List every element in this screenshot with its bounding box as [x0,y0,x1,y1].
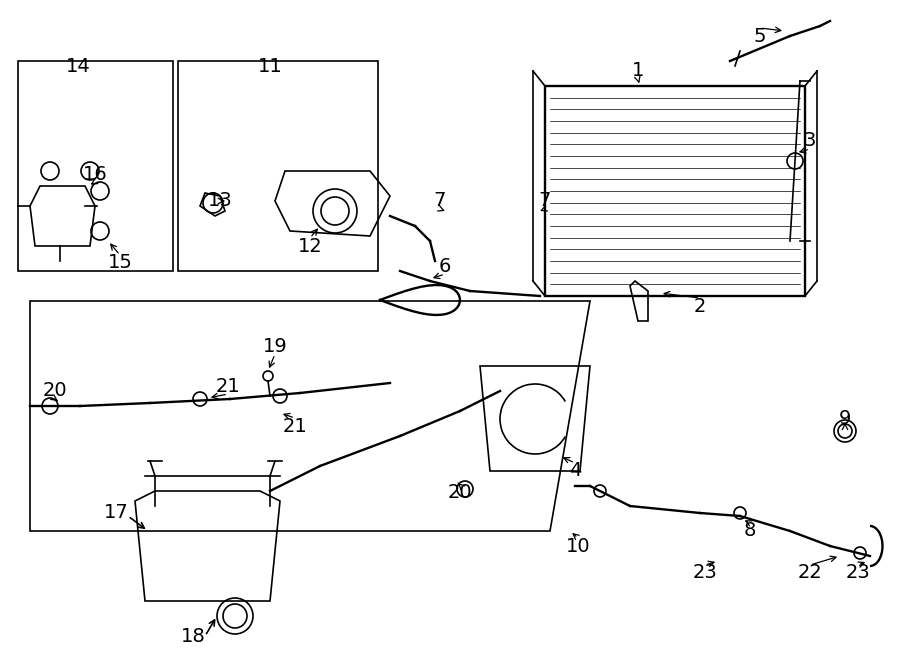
Text: 5: 5 [754,26,766,46]
Text: 17: 17 [104,504,129,522]
Text: 23: 23 [846,563,870,582]
Text: 21: 21 [283,416,308,436]
Text: 9: 9 [839,410,851,428]
Text: 23: 23 [693,563,717,582]
Text: 1: 1 [632,61,644,81]
Bar [18,61,173,271]
Text: 7: 7 [539,192,551,210]
Bar [545,86,805,296]
Text: 2: 2 [694,297,706,315]
Text: 20: 20 [42,381,68,401]
Text: 20: 20 [447,483,473,502]
Text: 18: 18 [181,627,205,646]
Text: 13: 13 [208,192,232,210]
Text: 19: 19 [263,336,287,356]
Text: 10: 10 [566,537,590,555]
Text: 21: 21 [216,377,240,395]
Text: 22: 22 [797,563,823,582]
Text: 8: 8 [743,522,756,541]
Text: 7: 7 [434,192,446,210]
Text: 14: 14 [66,56,90,75]
Bar [178,61,378,271]
Text: 15: 15 [108,254,132,272]
Text: 3: 3 [804,132,816,151]
Text: 4: 4 [569,461,581,481]
Text: 11: 11 [257,56,283,75]
Text: 16: 16 [83,165,107,184]
Text: 6: 6 [439,256,451,276]
Text: 12: 12 [298,237,322,256]
